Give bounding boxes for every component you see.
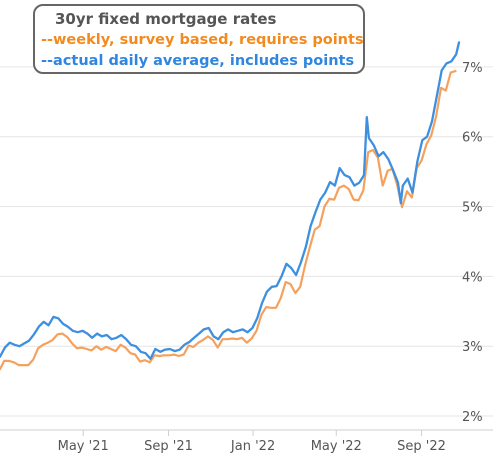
x-tick-label: Sep '22: [397, 439, 446, 454]
legend-entry-daily: --actual daily average, includes points: [41, 53, 355, 69]
y-tick-label: 2%: [462, 410, 483, 425]
chart-title: 30yr fixed mortgage rates: [55, 10, 277, 28]
legend: 30yr fixed mortgage rates --weekly, surv…: [33, 4, 365, 74]
y-tick-label: 7%: [462, 61, 483, 76]
gridlines: [0, 66, 493, 417]
y-tick-label: 6%: [462, 131, 483, 146]
y-tick-label: 5%: [462, 201, 483, 216]
series-line-weekly: [0, 69, 457, 371]
legend-entry-weekly: --weekly, survey based, requires points: [41, 32, 364, 48]
x-tick-label: Jan '22: [230, 439, 275, 454]
series-line-daily: [0, 41, 461, 360]
x-tick-label: May '21: [58, 439, 109, 454]
x-tick-label: Sep '21: [144, 439, 193, 454]
x-tick-label: May '22: [311, 439, 362, 454]
x-axis: May '21 Sep '21 Jan '22 May '22 Sep '22: [0, 429, 493, 454]
series-layer: [0, 41, 461, 371]
y-axis: 2% 3% 4% 5% 6% 7%: [462, 61, 483, 425]
y-tick-label: 3%: [462, 340, 483, 355]
y-tick-label: 4%: [462, 270, 483, 285]
